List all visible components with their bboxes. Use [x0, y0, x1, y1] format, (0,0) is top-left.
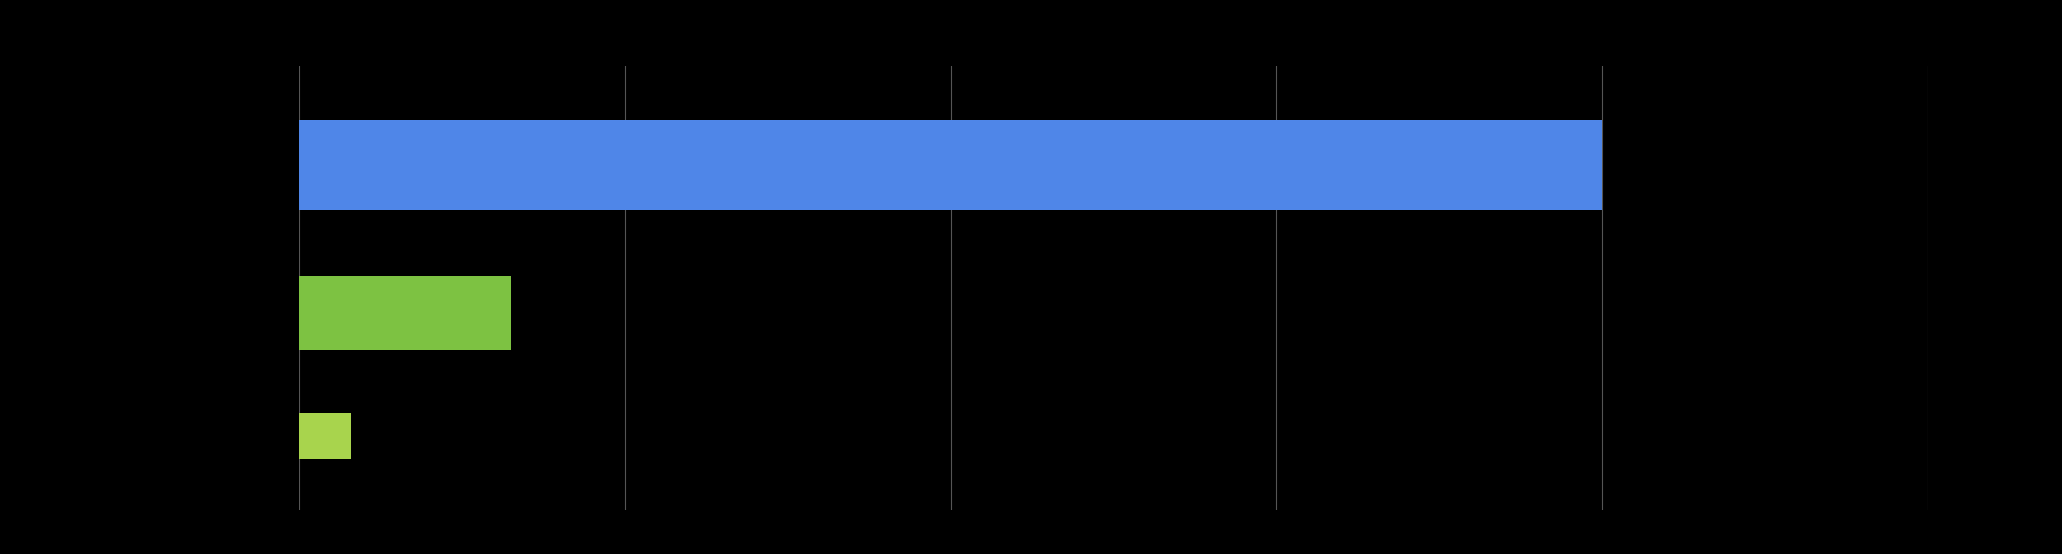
- Bar: [299, 120, 1602, 210]
- Bar: [299, 413, 351, 459]
- Bar: [299, 276, 511, 350]
